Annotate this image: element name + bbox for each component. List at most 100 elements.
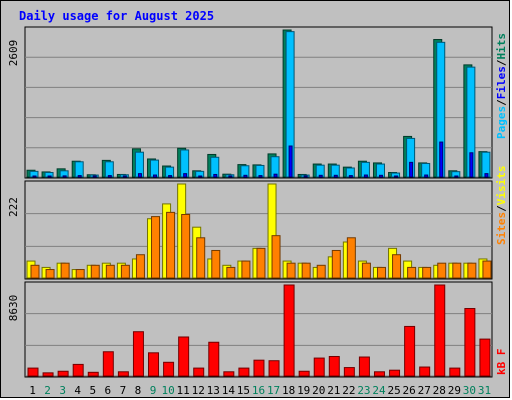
bar-sites: [331, 249, 341, 279]
bar-kb-f: [117, 371, 129, 377]
x-tick-label: 6: [105, 384, 112, 397]
bar-pages: [469, 152, 474, 178]
x-tick-label: 13: [207, 384, 220, 397]
bar-pages: [107, 175, 112, 178]
bar-pages: [363, 174, 368, 178]
legend-separator: /: [495, 205, 508, 212]
bar-sites: [30, 264, 40, 279]
legend-hits-files-pages: Pages/Files/Hits: [495, 33, 508, 139]
bar-kb-f: [268, 360, 280, 377]
bar-kb-f: [389, 369, 401, 377]
bar-sites: [467, 262, 477, 279]
bar-kb-f: [193, 367, 205, 377]
y-max-label: 8630: [7, 295, 20, 322]
bar-pages: [318, 174, 323, 178]
bar-pages: [348, 175, 353, 178]
bar-kb-f: [464, 308, 476, 377]
x-tick-label: 14: [222, 384, 236, 397]
bar-kb-f: [238, 367, 250, 377]
bar-sites: [45, 269, 55, 279]
x-tick-label: 27: [418, 384, 431, 397]
bar-pages: [137, 173, 142, 178]
bar-pages: [333, 174, 338, 178]
x-tick-label: 31: [478, 384, 491, 397]
x-tick-label: 20: [312, 384, 325, 397]
legend-entry: Pages: [495, 106, 508, 139]
bar-pages: [77, 175, 82, 178]
bar-pages: [273, 173, 278, 178]
x-tick-label: 2: [44, 384, 51, 397]
bar-sites: [166, 211, 176, 279]
bar-sites: [346, 237, 356, 279]
bar-pages: [198, 175, 203, 178]
legend-entry: Hits: [495, 33, 508, 60]
bar-sites: [75, 269, 85, 279]
bar-pages: [288, 145, 293, 178]
bar-sites: [422, 266, 432, 279]
x-tick-label: 16: [252, 384, 265, 397]
bar-kb-f: [449, 367, 461, 377]
bar-kb-f: [163, 361, 175, 377]
bar-pages: [168, 175, 173, 178]
bar-kb-f: [434, 284, 446, 377]
bar-sites: [211, 249, 221, 279]
bar-pages: [484, 173, 489, 178]
bar-sites: [256, 247, 266, 279]
bar-kb-f: [178, 336, 190, 377]
x-tick-label: 8: [135, 384, 142, 397]
bar-pages: [424, 174, 429, 178]
bar-sites: [271, 235, 281, 279]
legend-separator: /: [495, 99, 508, 106]
x-tick-label: 4: [74, 384, 81, 397]
bar-kb-f: [358, 356, 370, 377]
bar-kb-f: [42, 372, 54, 377]
legend-separator: /: [495, 59, 508, 66]
bar-pages: [258, 175, 263, 178]
bar-sites: [361, 262, 371, 279]
legend-entry: Files: [495, 66, 508, 99]
bar-pages: [378, 174, 383, 178]
bar-kb-f: [419, 366, 431, 377]
bar-kb-f: [373, 371, 385, 377]
bar-pages: [454, 175, 459, 178]
bar-pages: [213, 173, 218, 178]
bar-kb-f: [148, 352, 160, 377]
bar-sites: [392, 254, 402, 279]
bar-kb-f: [298, 370, 310, 377]
x-tick-label: 7: [120, 384, 127, 397]
bar-sites: [452, 262, 462, 279]
bar-sites: [376, 266, 386, 279]
bar-sites: [226, 266, 236, 279]
bar-kb-f: [404, 325, 416, 377]
bar-sites: [181, 213, 191, 279]
bar-kb-f: [283, 284, 295, 377]
plot-panel-hits-files-pages: [24, 26, 493, 179]
bar-sites: [301, 262, 311, 279]
bar-pages: [183, 173, 188, 178]
bar-pages: [62, 175, 67, 178]
bar-kb-f: [132, 331, 144, 377]
x-tick-label: 15: [237, 384, 250, 397]
y-max-label: 2609: [7, 40, 20, 67]
bar-kb-f: [223, 371, 235, 377]
bar-pages: [409, 161, 414, 178]
bar-sites: [482, 260, 492, 279]
x-tick-label: 21: [327, 384, 340, 397]
x-tick-label: 3: [59, 384, 66, 397]
x-tick-label: 10: [161, 384, 174, 397]
bar-sites: [316, 264, 326, 279]
bar-pages: [122, 175, 127, 178]
bar-sites: [241, 260, 251, 279]
bar-kb-f: [313, 357, 325, 377]
x-tick-label: 28: [433, 384, 446, 397]
bar-pages: [394, 175, 399, 178]
bar-files: [180, 149, 190, 178]
x-tick-label: 18: [282, 384, 295, 397]
legend-entry: kB F: [495, 349, 508, 376]
bar-pages: [439, 141, 444, 178]
bar-sites: [196, 237, 206, 279]
bar-sites: [407, 266, 417, 279]
bar-sites: [135, 254, 145, 279]
x-tick-label: 30: [463, 384, 476, 397]
